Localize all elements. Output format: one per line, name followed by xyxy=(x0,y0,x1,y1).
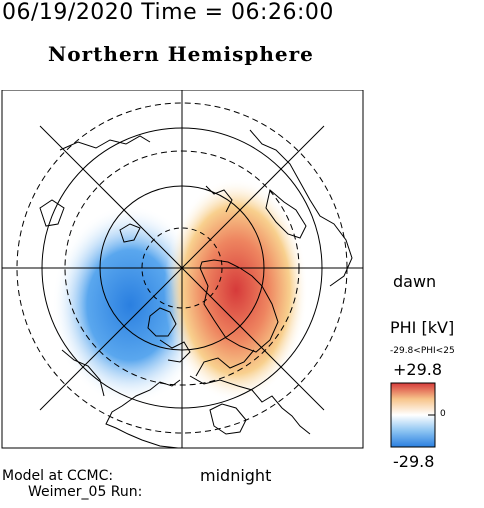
colorbar-title: PHI [kV] xyxy=(390,318,455,337)
coastlines xyxy=(39,129,353,448)
hemisphere-title: Northern Hemisphere xyxy=(48,42,314,66)
model-label: Model at CCMC: xyxy=(2,468,114,484)
midnight-label: midnight xyxy=(200,466,272,485)
run-label: Weimer_05 Run: xyxy=(28,484,143,500)
map-frame xyxy=(1,90,364,449)
colorbar-mid-label: 0 xyxy=(440,409,446,419)
colorbar-min-label: -29.8 xyxy=(393,452,435,471)
datetime-title: 06/19/2020 Time = 06:26:00 xyxy=(2,0,334,25)
colorbar-range: -29.8<PHI<25 xyxy=(390,346,455,356)
polar-map xyxy=(1,90,364,449)
positive-potential-cell xyxy=(164,178,308,402)
colorbar-max-label: +29.8 xyxy=(393,360,443,379)
meridian-diag-2 xyxy=(39,125,325,411)
colorbar xyxy=(390,382,436,448)
dawn-label: dawn xyxy=(393,272,437,291)
